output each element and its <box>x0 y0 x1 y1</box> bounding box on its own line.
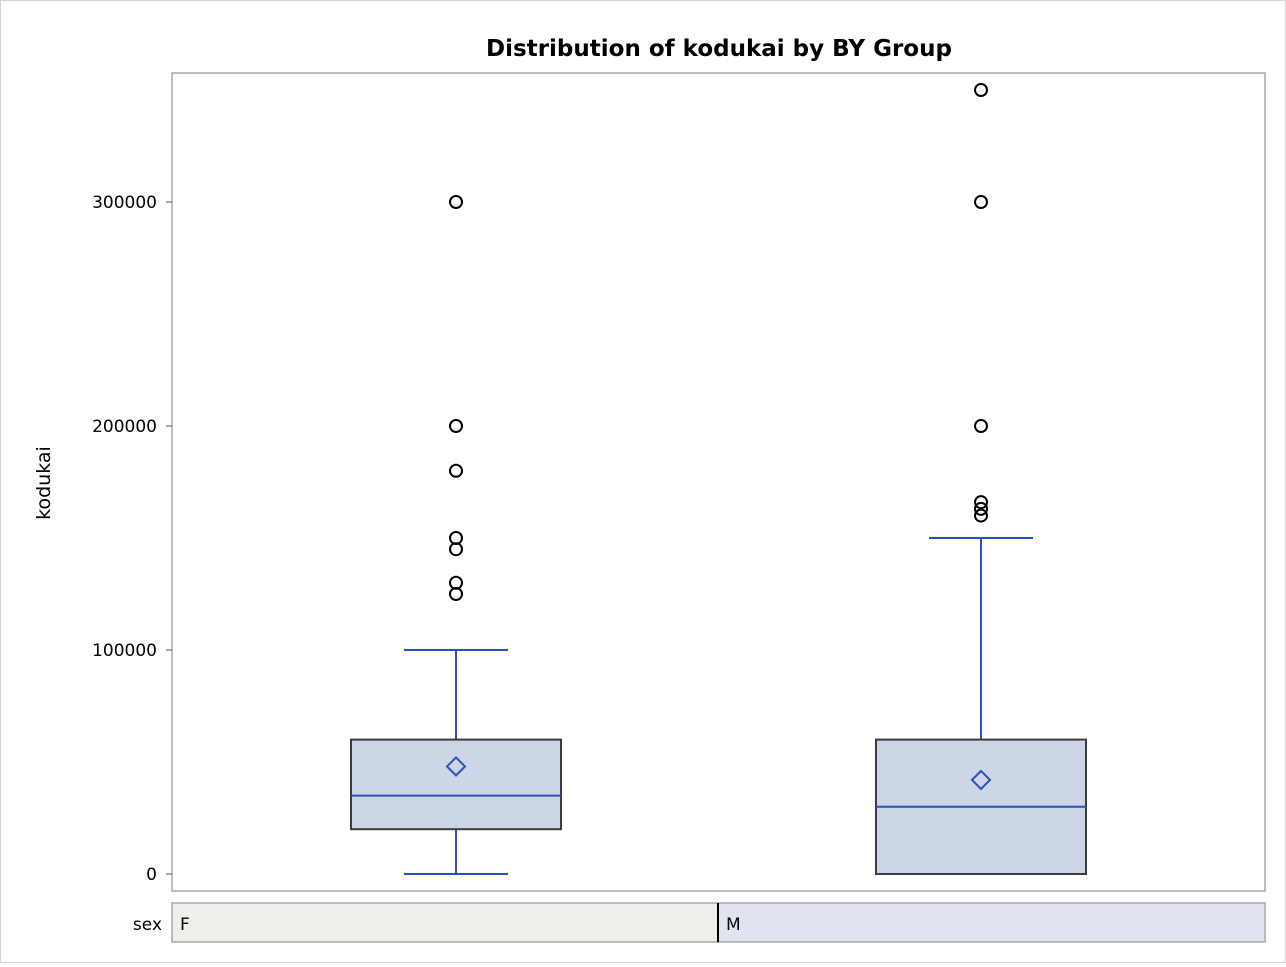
mean-marker-F <box>445 756 467 777</box>
outlier-point-F-4 <box>449 463 463 478</box>
chart-title: Distribution of kodukai by BY Group <box>486 36 952 62</box>
y-tick-label-200000: 200000 <box>92 417 157 437</box>
outlier-point-F-3 <box>449 531 463 545</box>
outlier-point-M-1 <box>974 501 988 516</box>
y-tick-label-300000: 300000 <box>92 193 157 213</box>
y-tick-label-0: 0 <box>146 865 157 885</box>
outlier-point-M-0 <box>974 508 988 523</box>
outlier-point-F-6 <box>449 195 463 209</box>
box-group-F <box>350 195 562 875</box>
mean-marker-M <box>970 769 992 791</box>
plot-area-frame <box>171 72 1266 892</box>
outlier-point-M-4 <box>974 195 988 209</box>
by-group-cell-F <box>171 902 719 943</box>
outlier-point-M-5 <box>974 83 988 97</box>
y-axis: 0 100000 200000 300000 <box>92 193 172 885</box>
by-group-label-F: F <box>180 915 190 935</box>
outlier-point-M-2 <box>974 495 988 510</box>
outlier-point-F-5 <box>449 419 463 433</box>
outlier-point-F-1 <box>449 575 463 590</box>
y-axis-label: kodukai <box>33 446 55 520</box>
box-series <box>350 83 1087 875</box>
box-group-M <box>875 83 1087 875</box>
box-F <box>350 738 562 831</box>
by-group-label-M: M <box>726 915 741 935</box>
by-group-cell-M <box>717 902 1266 943</box>
outlier-point-M-3 <box>974 419 988 433</box>
y-tick-label-100000: 100000 <box>92 641 157 661</box>
by-variable-label: sex <box>133 915 162 935</box>
